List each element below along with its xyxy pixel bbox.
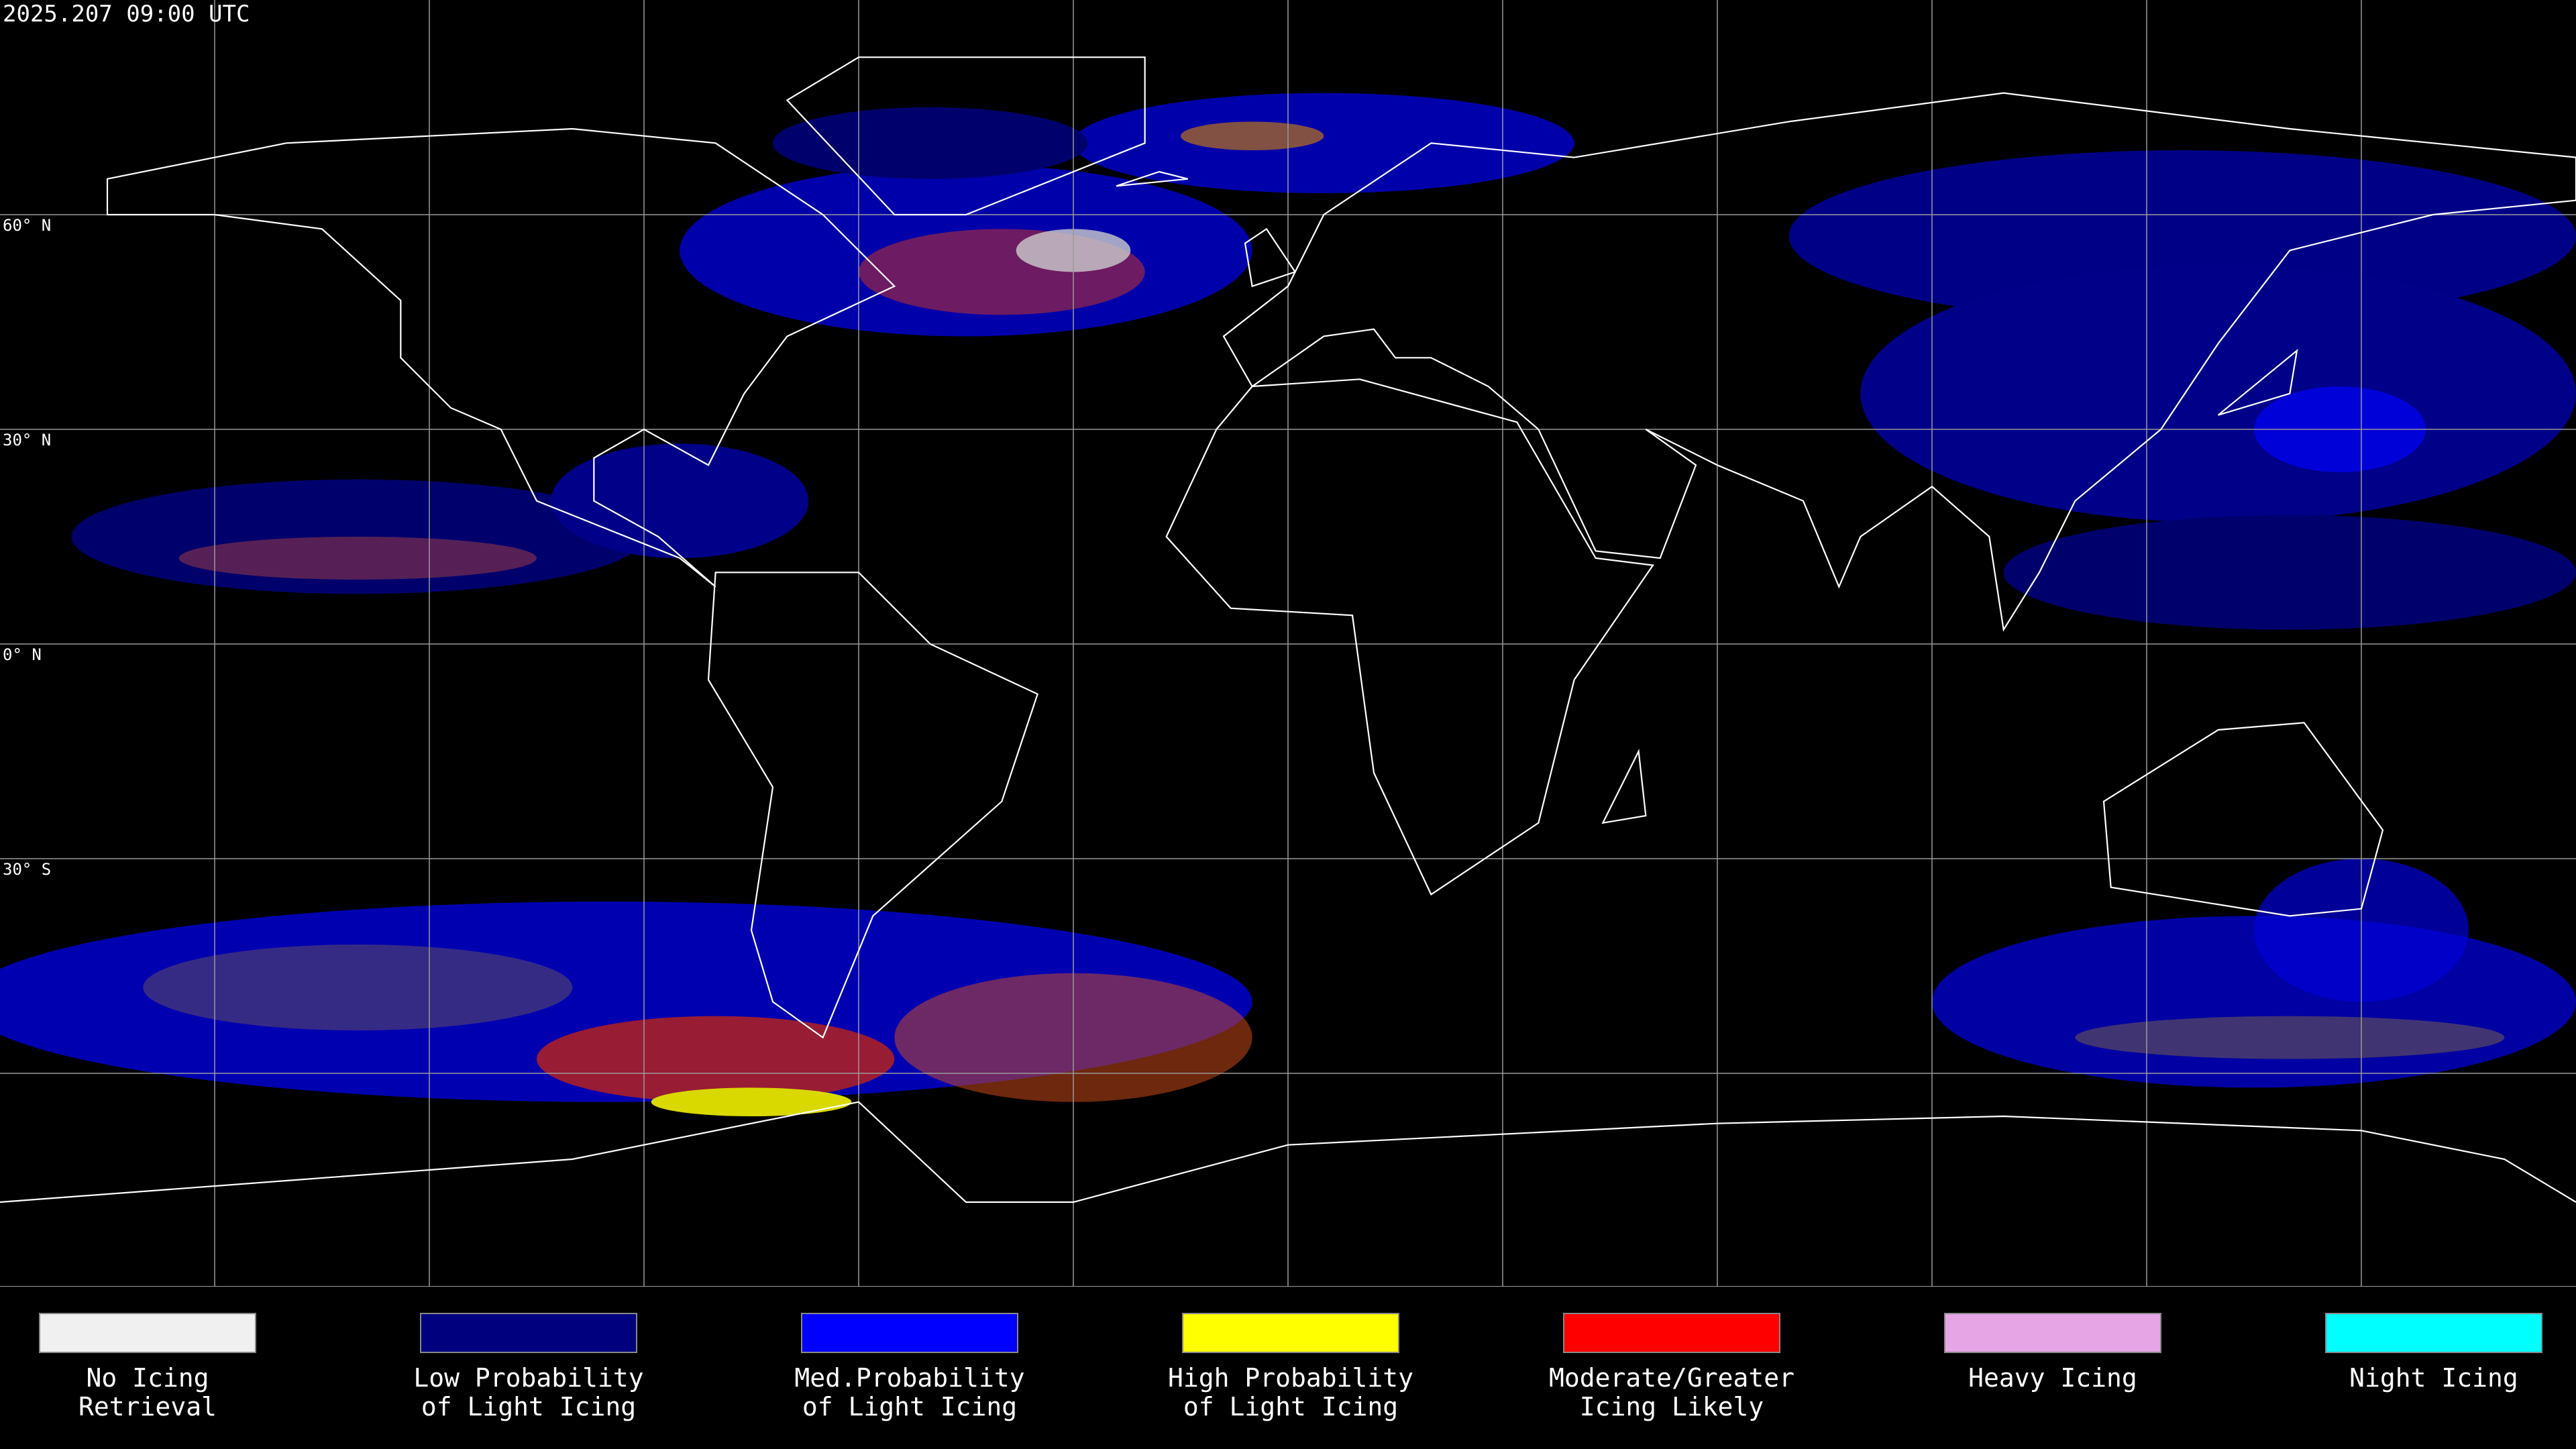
legend-swatch: [1182, 1313, 1399, 1353]
legend-swatch: [1563, 1313, 1780, 1353]
legend-label: Icing Likely: [1580, 1392, 1764, 1421]
latitude-label: 30° N: [3, 431, 51, 449]
legend-label: Med.Probability: [794, 1363, 1024, 1393]
latitude-label: 30° S: [3, 860, 51, 879]
legend-label: High Probability: [1168, 1363, 1413, 1393]
legend-label: of Light Icing: [802, 1392, 1017, 1421]
legend-swatch: [420, 1313, 637, 1353]
legend-label: Moderate/Greater: [1549, 1363, 1794, 1393]
legend-label: Heavy Icing: [1968, 1363, 2137, 1393]
legend-label: Retrieval: [78, 1392, 217, 1421]
legend-label: of Light Icing: [1183, 1392, 1398, 1421]
latitude-label: 0° N: [3, 645, 42, 664]
timestamp: 2025.207 09:00 UTC: [3, 1, 250, 28]
legend-label: Low Probability: [413, 1363, 643, 1393]
legend-swatch: [2325, 1313, 2542, 1353]
legend-swatch: [801, 1313, 1018, 1353]
legend-swatch: [39, 1313, 256, 1353]
latitude-labels: 60° N 30° N 0° N 30° S: [3, 216, 51, 879]
graticule: [0, 0, 2576, 1287]
icing-field: [0, 93, 2576, 1117]
legend-label: Night Icing: [2349, 1363, 2518, 1393]
latitude-label: 60° N: [3, 216, 51, 235]
legend-label: of Light Icing: [421, 1392, 636, 1421]
coastlines: [0, 57, 2576, 1202]
legend-label: No Icing: [86, 1363, 209, 1393]
legend-swatch: [1944, 1313, 2161, 1353]
